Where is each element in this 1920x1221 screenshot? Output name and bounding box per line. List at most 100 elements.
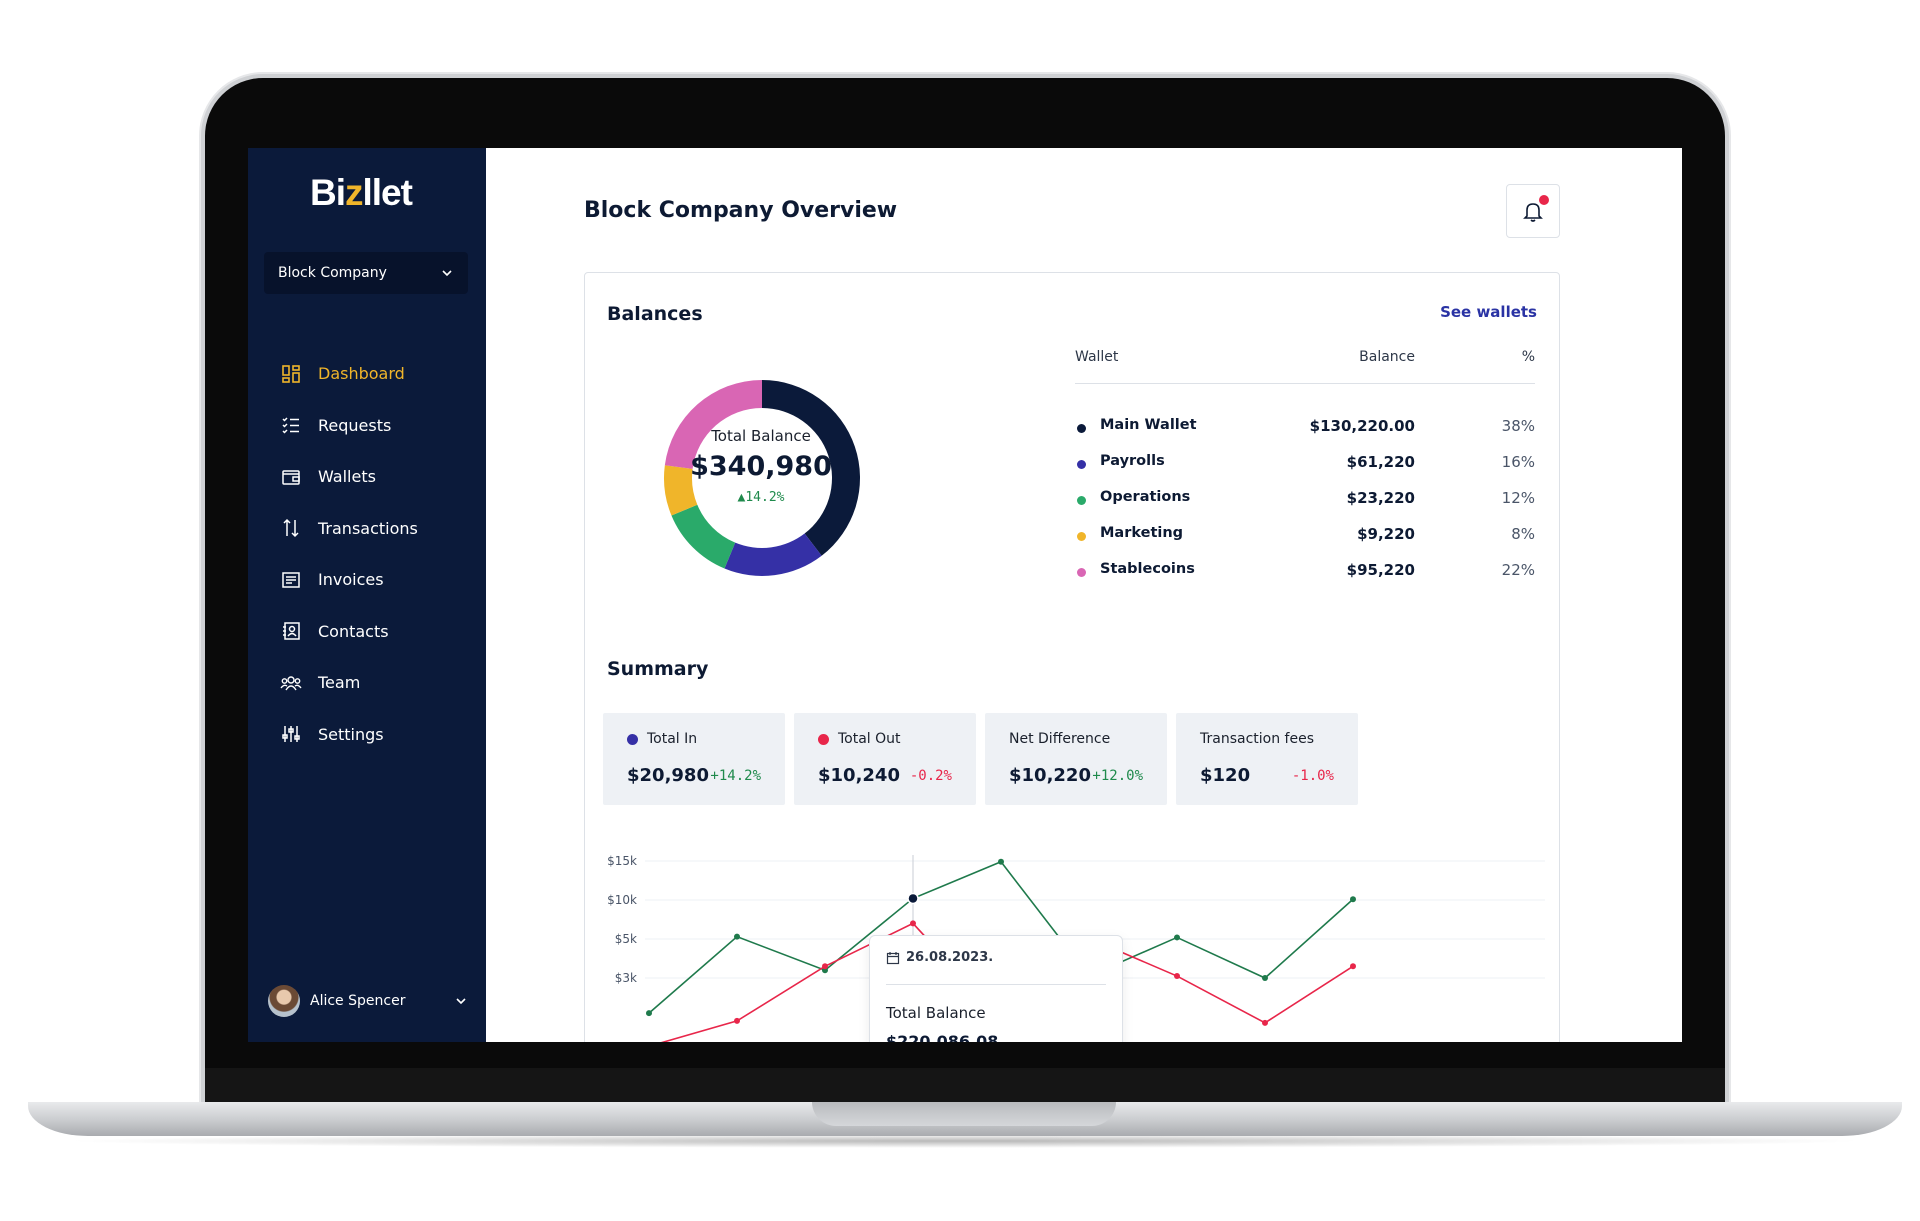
summary-box: Net Difference $10,220 +12.0% (985, 713, 1167, 805)
data-point[interactable] (998, 858, 1004, 865)
summary-label: Total In (627, 731, 697, 747)
page-title: Block Company Overview (584, 198, 898, 223)
wallet-color-dot (1077, 496, 1086, 505)
wallet-icon (282, 470, 300, 485)
data-point[interactable] (1350, 963, 1356, 970)
wallet-pct: 8% (1511, 525, 1535, 543)
donut-slice[interactable] (762, 380, 860, 556)
summary-amount: $10,240 (818, 765, 900, 786)
tooltip-value: $220,086.08 (886, 1032, 999, 1042)
col-wallet: Wallet (1075, 349, 1119, 365)
summary-box: Total Out $10,240 -0.2% (794, 713, 976, 805)
wallet-color-dot (1077, 532, 1086, 541)
tooltip-divider (886, 984, 1106, 985)
summary-change: -0.2% (909, 768, 952, 784)
data-point[interactable] (734, 1017, 740, 1024)
wallet-pct: 38% (1501, 417, 1535, 435)
data-point[interactable] (1262, 1019, 1268, 1026)
data-point[interactable] (734, 933, 740, 940)
wallet-color-dot (1077, 568, 1086, 577)
laptop-notch (812, 1102, 1116, 1126)
sidebar-item-label: Transactions (318, 518, 418, 538)
wallet-row[interactable]: Stablecoins $95,220 22% (1075, 561, 1535, 585)
summary-amount: $10,220 (1009, 765, 1091, 786)
sidebar-item-label: Dashboard (318, 364, 405, 384)
sidebar-item-dashboard[interactable]: Dashboard (248, 348, 486, 400)
wallet-balance: $61,220 (1346, 453, 1415, 471)
invoices-icon (282, 572, 300, 588)
donut-center: Total Balance $340,980 ▲14.2% (651, 427, 871, 505)
wallet-table-header: Wallet Balance % (1075, 349, 1535, 384)
donut-slice[interactable] (664, 380, 762, 469)
see-wallets-link[interactable]: See wallets (1440, 303, 1537, 321)
sidebar-item-label: Wallets (318, 467, 376, 487)
sidebar-item-settings[interactable]: Settings (248, 709, 486, 761)
laptop-shadow (60, 1134, 1870, 1148)
sidebar-item-wallets[interactable]: Wallets (248, 451, 486, 503)
laptop-hinge (205, 1068, 1725, 1104)
requests-icon (282, 417, 299, 434)
sidebar-item-transactions[interactable]: Transactions (248, 503, 486, 555)
wallet-pct: 22% (1501, 561, 1535, 579)
wallet-row[interactable]: Marketing $9,220 8% (1075, 525, 1535, 549)
sidebar-item-label: Contacts (318, 621, 389, 641)
chevron-down-icon (442, 270, 452, 277)
wallet-name: Payrolls (1100, 453, 1165, 469)
summary-change: -1.0% (1291, 768, 1334, 784)
y-tick-label: $5k (615, 932, 637, 946)
data-point[interactable] (1262, 975, 1268, 981)
sidebar-item-label: Invoices (318, 570, 384, 590)
wallet-balance: $23,220 (1346, 489, 1415, 507)
screen: Bizllet Block Company Dashboard Requests… (248, 148, 1682, 1042)
summary-title: Summary (607, 658, 709, 680)
summary-box: Total In $20,980 +14.2% (603, 713, 785, 805)
sidebar-item-requests[interactable]: Requests (248, 400, 486, 452)
company-name: Block Company (278, 265, 387, 281)
sidebar: Bizllet Block Company Dashboard Requests… (248, 148, 486, 1042)
wallet-row[interactable]: Main Wallet $130,220.00 38% (1075, 417, 1535, 441)
col-pct: % (1521, 349, 1535, 365)
user-name: Alice Spencer (310, 993, 406, 1009)
wallet-name: Stablecoins (1100, 561, 1195, 577)
total-balance-value: $340,980 (690, 451, 832, 482)
notification-badge (1539, 195, 1549, 205)
sidebar-item-contacts[interactable]: Contacts (248, 606, 486, 658)
data-point[interactable] (910, 920, 916, 927)
sidebar-item-label: Team (318, 673, 361, 693)
donut-slice[interactable] (724, 533, 822, 576)
wallet-name: Operations (1100, 489, 1191, 505)
overview-card: Balances See wallets Total Balance $340,… (584, 272, 1560, 1042)
wallet-color-dot (1077, 460, 1086, 469)
total-balance-change: ▲14.2% (737, 490, 785, 505)
user-menu[interactable]: Alice Spencer (268, 984, 468, 1018)
total-balance-label: Total Balance (711, 427, 811, 445)
sidebar-item-invoices[interactable]: Invoices (248, 554, 486, 606)
highlighted-point[interactable] (907, 892, 919, 905)
wallet-row[interactable]: Payrolls $61,220 16% (1075, 453, 1535, 477)
wallet-pct: 16% (1501, 453, 1535, 471)
sidebar-nav: Dashboard Requests Wallets Transactions … (248, 348, 486, 760)
summary-change: +14.2% (710, 768, 761, 784)
sidebar-item-team[interactable]: Team (248, 657, 486, 709)
summary-label: Total Out (818, 731, 901, 747)
donut-slice[interactable] (671, 504, 736, 569)
avatar (268, 985, 300, 1017)
company-selector[interactable]: Block Company (264, 252, 468, 294)
bell-icon (1523, 203, 1543, 222)
logo: Bizllet (310, 172, 413, 213)
data-point[interactable] (822, 963, 828, 970)
notifications-button[interactable] (1506, 184, 1560, 238)
wallet-pct: 12% (1501, 489, 1535, 507)
wallet-row[interactable]: Operations $23,220 12% (1075, 489, 1535, 513)
dashboard-icon (282, 364, 300, 383)
team-icon (280, 676, 302, 691)
data-point[interactable] (646, 1010, 652, 1017)
data-point[interactable] (1174, 973, 1180, 980)
donut-slice[interactable] (664, 465, 698, 516)
wallet-balance: $9,220 (1357, 525, 1415, 543)
data-point[interactable] (1174, 934, 1180, 941)
summary-label: Net Difference (1009, 731, 1111, 747)
summary-label: Transaction fees (1200, 731, 1314, 747)
y-tick-label: $10k (607, 893, 637, 907)
data-point[interactable] (1350, 896, 1356, 903)
